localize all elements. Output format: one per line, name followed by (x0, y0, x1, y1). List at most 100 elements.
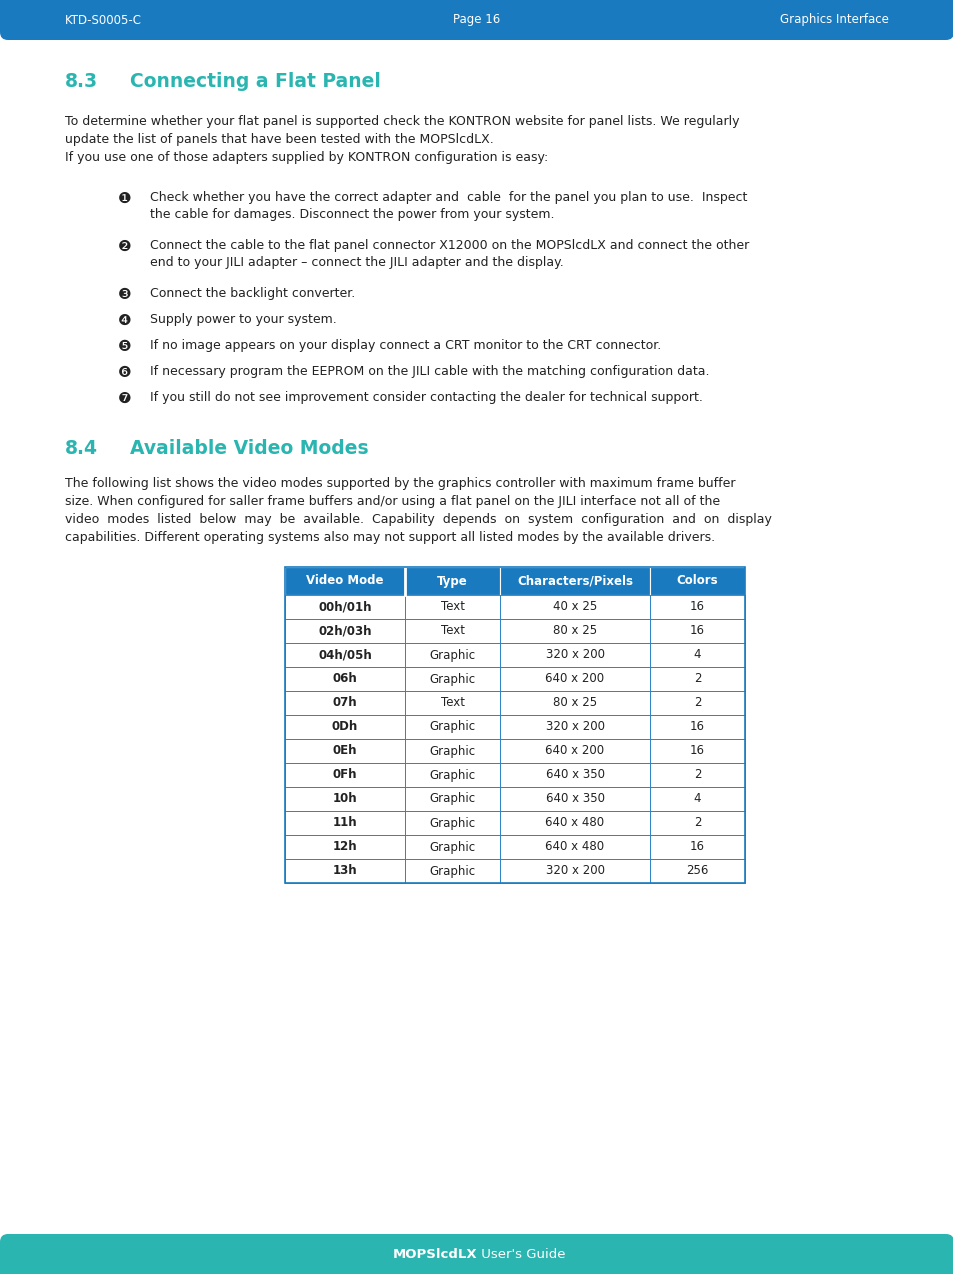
Text: 4: 4 (693, 792, 700, 805)
Text: ❻: ❻ (118, 364, 132, 380)
Bar (649, 668, 744, 691)
Bar (285, 619, 405, 643)
Bar (499, 643, 649, 668)
Bar (405, 763, 499, 787)
Bar (285, 643, 405, 668)
Text: If you still do not see improvement consider contacting the dealer for technical: If you still do not see improvement cons… (150, 391, 702, 404)
Text: Graphic: Graphic (429, 841, 475, 854)
Bar (405, 812, 499, 834)
Bar (649, 691, 744, 715)
FancyBboxPatch shape (0, 0, 953, 39)
Text: ❹: ❹ (118, 313, 132, 327)
Text: 2: 2 (693, 768, 700, 781)
Text: update the list of panels that have been tested with the MOPSlcdLX.: update the list of panels that have been… (65, 132, 494, 147)
Text: 2: 2 (693, 697, 700, 710)
Text: Type: Type (436, 575, 467, 587)
Text: MOPSlcdLX: MOPSlcdLX (392, 1247, 476, 1260)
Text: 0Dh: 0Dh (332, 721, 357, 734)
Bar (405, 643, 499, 668)
Bar (0, 0, 953, 32)
Text: 640 x 480: 640 x 480 (545, 841, 604, 854)
Text: 00h/01h: 00h/01h (318, 600, 372, 614)
Text: 16: 16 (689, 600, 704, 614)
Text: 2: 2 (693, 817, 700, 829)
Bar (285, 668, 405, 691)
Text: 12h: 12h (333, 841, 357, 854)
Text: User's Guide: User's Guide (476, 1247, 565, 1260)
Bar (499, 668, 649, 691)
Text: 640 x 480: 640 x 480 (545, 817, 604, 829)
Bar (499, 715, 649, 739)
Text: 8.3: 8.3 (65, 73, 98, 90)
Text: 320 x 200: 320 x 200 (545, 865, 604, 878)
Bar (649, 739, 744, 763)
Bar (499, 595, 649, 619)
Text: Connect the backlight converter.: Connect the backlight converter. (150, 287, 355, 299)
Text: size. When configured for saller frame buffers and/or using a flat panel on the : size. When configured for saller frame b… (65, 496, 720, 508)
Bar (285, 763, 405, 787)
Text: 10h: 10h (333, 792, 357, 805)
Bar (499, 567, 649, 595)
Text: 16: 16 (689, 721, 704, 734)
Text: If you use one of those adapters supplied by KONTRON configuration is easy:: If you use one of those adapters supplie… (65, 152, 548, 164)
Text: 40 x 25: 40 x 25 (553, 600, 597, 614)
Bar (285, 739, 405, 763)
Text: 640 x 350: 640 x 350 (545, 792, 604, 805)
Text: Graphics Interface: Graphics Interface (780, 14, 888, 27)
Text: Graphic: Graphic (429, 865, 475, 878)
Bar (285, 567, 744, 883)
Bar (499, 691, 649, 715)
Text: Colors: Colors (676, 575, 718, 587)
Text: 07h: 07h (333, 697, 357, 710)
Text: Text: Text (440, 624, 464, 637)
Bar (649, 787, 744, 812)
Text: Text: Text (440, 600, 464, 614)
Bar (499, 787, 649, 812)
Bar (0, 1242, 953, 1274)
Bar (405, 715, 499, 739)
Text: Available Video Modes: Available Video Modes (130, 440, 368, 457)
Text: 256: 256 (685, 865, 708, 878)
Bar (405, 739, 499, 763)
Text: 04h/05h: 04h/05h (317, 648, 372, 661)
Text: 8.4: 8.4 (65, 440, 98, 457)
Bar (499, 763, 649, 787)
Text: ❷: ❷ (118, 240, 132, 254)
Bar (405, 619, 499, 643)
Text: Graphic: Graphic (429, 721, 475, 734)
Text: Text: Text (440, 697, 464, 710)
Bar (649, 834, 744, 859)
FancyBboxPatch shape (0, 1235, 953, 1274)
Text: To determine whether your flat panel is supported check the KONTRON website for : To determine whether your flat panel is … (65, 115, 739, 127)
Text: Graphic: Graphic (429, 673, 475, 685)
Bar (499, 834, 649, 859)
Text: Graphic: Graphic (429, 792, 475, 805)
Bar (285, 787, 405, 812)
Text: 4: 4 (693, 648, 700, 661)
Bar (285, 715, 405, 739)
Text: ❺: ❺ (118, 339, 132, 354)
Text: If necessary program the EEPROM on the JILI cable with the matching configuratio: If necessary program the EEPROM on the J… (150, 364, 709, 378)
Text: ❼: ❼ (118, 391, 132, 406)
Text: KTD-S0005-C: KTD-S0005-C (65, 14, 142, 27)
Text: 11h: 11h (333, 817, 357, 829)
Text: 80 x 25: 80 x 25 (553, 697, 597, 710)
Text: 0Eh: 0Eh (333, 744, 356, 758)
Text: 640 x 200: 640 x 200 (545, 673, 604, 685)
Bar (405, 859, 499, 883)
Text: Video Mode: Video Mode (306, 575, 383, 587)
Bar (405, 787, 499, 812)
Text: 80 x 25: 80 x 25 (553, 624, 597, 637)
Text: 320 x 200: 320 x 200 (545, 721, 604, 734)
Bar (405, 668, 499, 691)
Bar (649, 567, 744, 595)
Bar (649, 619, 744, 643)
Bar (285, 691, 405, 715)
Text: 640 x 200: 640 x 200 (545, 744, 604, 758)
Text: 640 x 350: 640 x 350 (545, 768, 604, 781)
Text: 16: 16 (689, 624, 704, 637)
Text: 06h: 06h (333, 673, 357, 685)
Bar (649, 859, 744, 883)
Bar (649, 763, 744, 787)
Text: 02h/03h: 02h/03h (318, 624, 372, 637)
